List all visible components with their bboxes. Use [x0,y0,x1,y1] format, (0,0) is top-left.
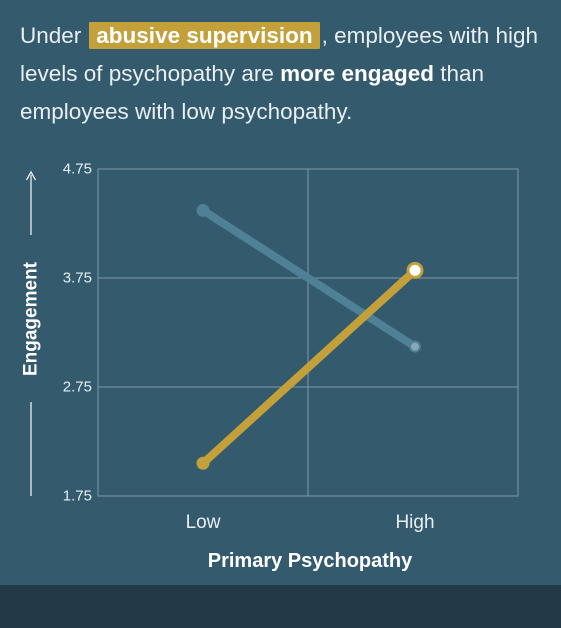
headline-middle: , employees with high levels of psychopa… [20,23,539,86]
y-axis-title: Engagement [21,261,42,376]
y-tick-label: 3.75 [63,270,92,287]
series-group [196,203,424,470]
y-tick-label: 1.75 [63,488,92,505]
footer-band [0,585,561,628]
y-axis-title-group: Engagement [21,170,42,496]
headline-suffix: than employees with low psychopathy. [20,61,485,124]
headline-emphasis: more engaged [280,61,434,86]
x-tick-label: High [395,512,434,533]
x-tick-label: Low [186,512,221,533]
headline-highlight: abusive supervision [89,22,320,49]
gridlines [98,169,518,496]
x-axis-title: Primary Psychopathy [208,550,413,572]
x-tick-labels: Low High [186,512,435,533]
headline-prefix: Under [20,23,82,48]
series-point-high [406,261,424,279]
headline: Under abusive supervision, employees with… [20,17,550,131]
series-point-high [409,340,421,353]
y-tick-label: 2.75 [63,379,92,396]
series-line-1 [196,203,421,353]
y-tick-label: 4.75 [63,161,92,178]
series-line [199,206,419,351]
series-line [199,266,419,468]
y-axis-arrow-icon [25,170,37,181]
series-line-2 [196,261,424,470]
y-tick-labels: 4.75 3.75 2.75 1.75 [63,161,92,505]
series-point-low [196,456,210,470]
series-point-low [196,203,210,217]
